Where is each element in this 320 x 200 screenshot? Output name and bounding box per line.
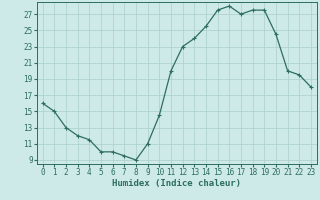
X-axis label: Humidex (Indice chaleur): Humidex (Indice chaleur) xyxy=(112,179,241,188)
